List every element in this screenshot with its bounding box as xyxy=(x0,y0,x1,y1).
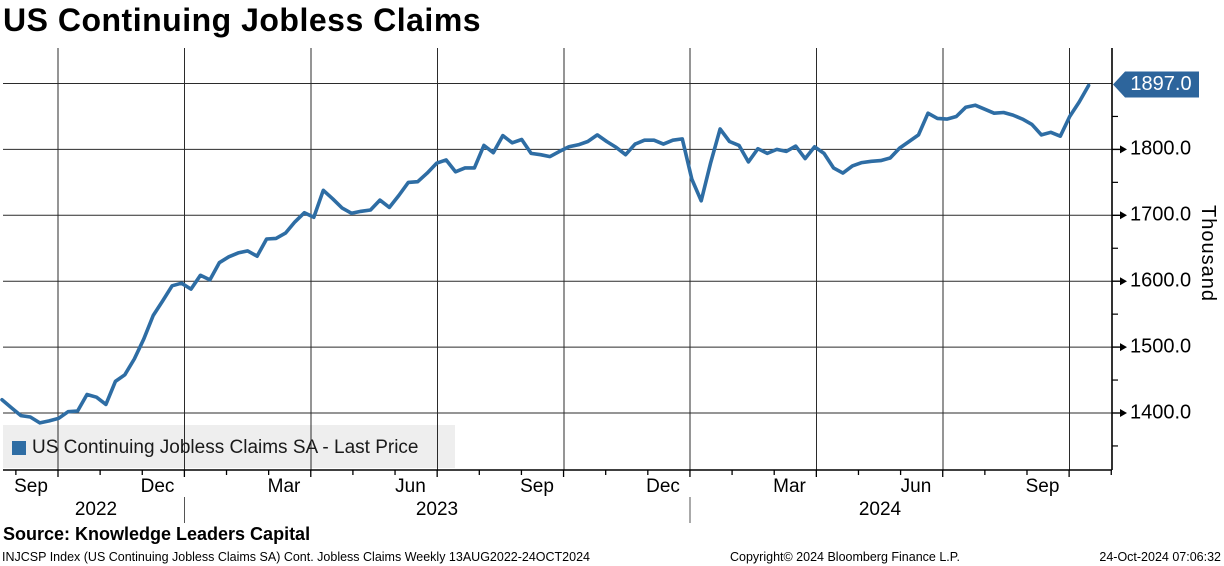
page-title: US Continuing Jobless Claims xyxy=(3,2,482,38)
x-month-label: Dec xyxy=(646,476,680,497)
y-axis-title: Thousand xyxy=(1197,205,1219,302)
x-year-label: 2022 xyxy=(74,499,118,520)
x-month-label: Sep xyxy=(520,476,554,497)
last-price-value: 1897.0 xyxy=(1130,73,1192,95)
copyright-line: Copyright© 2024 Bloomberg Finance L.P. xyxy=(730,550,960,564)
x-month-label: Sep xyxy=(14,476,48,497)
legend: US Continuing Jobless Claims SA - Last P… xyxy=(12,437,419,458)
legend-box xyxy=(3,425,455,468)
x-month-label: Jun xyxy=(395,476,426,497)
y-tick-label: 1500.0 xyxy=(1130,335,1192,358)
y-tick-label: 1800.0 xyxy=(1130,137,1192,160)
timestamp: 24-Oct-2024 07:06:32 xyxy=(1099,550,1221,564)
x-month-label: Sep xyxy=(1025,476,1060,497)
y-tick-label: 1600.0 xyxy=(1130,269,1192,292)
x-year-label: 2023 xyxy=(415,499,459,520)
legend-label: US Continuing Jobless Claims SA - Last P… xyxy=(32,437,419,458)
source-line: Source: Knowledge Leaders Capital xyxy=(3,524,311,544)
y-tick-label: 1700.0 xyxy=(1130,203,1192,226)
legend-series-marker-icon xyxy=(12,441,26,455)
y-tick-label: 1400.0 xyxy=(1130,401,1192,424)
x-month-label: Jun xyxy=(900,476,932,497)
last-price-badge: 1897.0 xyxy=(1113,71,1199,98)
ticker-line: INJCSP Index (US Continuing Jobless Clai… xyxy=(2,550,590,564)
x-month-label: Dec xyxy=(140,476,175,497)
x-year-label: 2024 xyxy=(858,499,902,520)
x-month-label: Mar xyxy=(267,476,301,497)
x-month-label: Mar xyxy=(773,476,806,497)
footer-strip: INJCSP Index (US Continuing Jobless Clai… xyxy=(0,549,1224,566)
